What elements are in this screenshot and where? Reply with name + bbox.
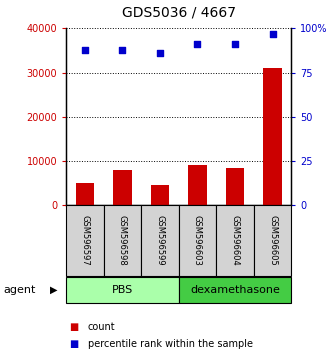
- Text: ■: ■: [70, 339, 79, 349]
- Bar: [141, 205, 179, 276]
- Text: GSM596604: GSM596604: [230, 215, 240, 266]
- Point: [82, 47, 88, 52]
- Point: [157, 50, 163, 56]
- Bar: [188, 166, 207, 205]
- Text: GSM596605: GSM596605: [268, 215, 277, 266]
- Bar: [179, 277, 291, 303]
- Text: GSM596598: GSM596598: [118, 215, 127, 266]
- Text: agent: agent: [3, 285, 36, 295]
- Text: GSM596599: GSM596599: [156, 215, 165, 266]
- Text: count: count: [88, 322, 115, 332]
- Text: ■: ■: [70, 322, 79, 332]
- Bar: [75, 183, 94, 205]
- Text: GDS5036 / 4667: GDS5036 / 4667: [122, 5, 236, 19]
- Text: GSM596603: GSM596603: [193, 215, 202, 266]
- Point: [195, 41, 200, 47]
- Bar: [254, 205, 291, 276]
- Bar: [216, 205, 254, 276]
- Bar: [226, 168, 244, 205]
- Bar: [263, 68, 282, 205]
- Bar: [104, 205, 141, 276]
- Text: ▶: ▶: [50, 285, 58, 295]
- Point: [232, 41, 238, 47]
- Bar: [179, 205, 216, 276]
- Text: PBS: PBS: [112, 285, 133, 295]
- Text: dexamethasone: dexamethasone: [190, 285, 280, 295]
- Bar: [66, 277, 179, 303]
- Point: [120, 47, 125, 52]
- Bar: [66, 205, 104, 276]
- Text: percentile rank within the sample: percentile rank within the sample: [88, 339, 253, 349]
- Bar: [151, 185, 169, 205]
- Bar: [113, 170, 132, 205]
- Text: GSM596597: GSM596597: [80, 215, 89, 266]
- Point: [270, 31, 275, 36]
